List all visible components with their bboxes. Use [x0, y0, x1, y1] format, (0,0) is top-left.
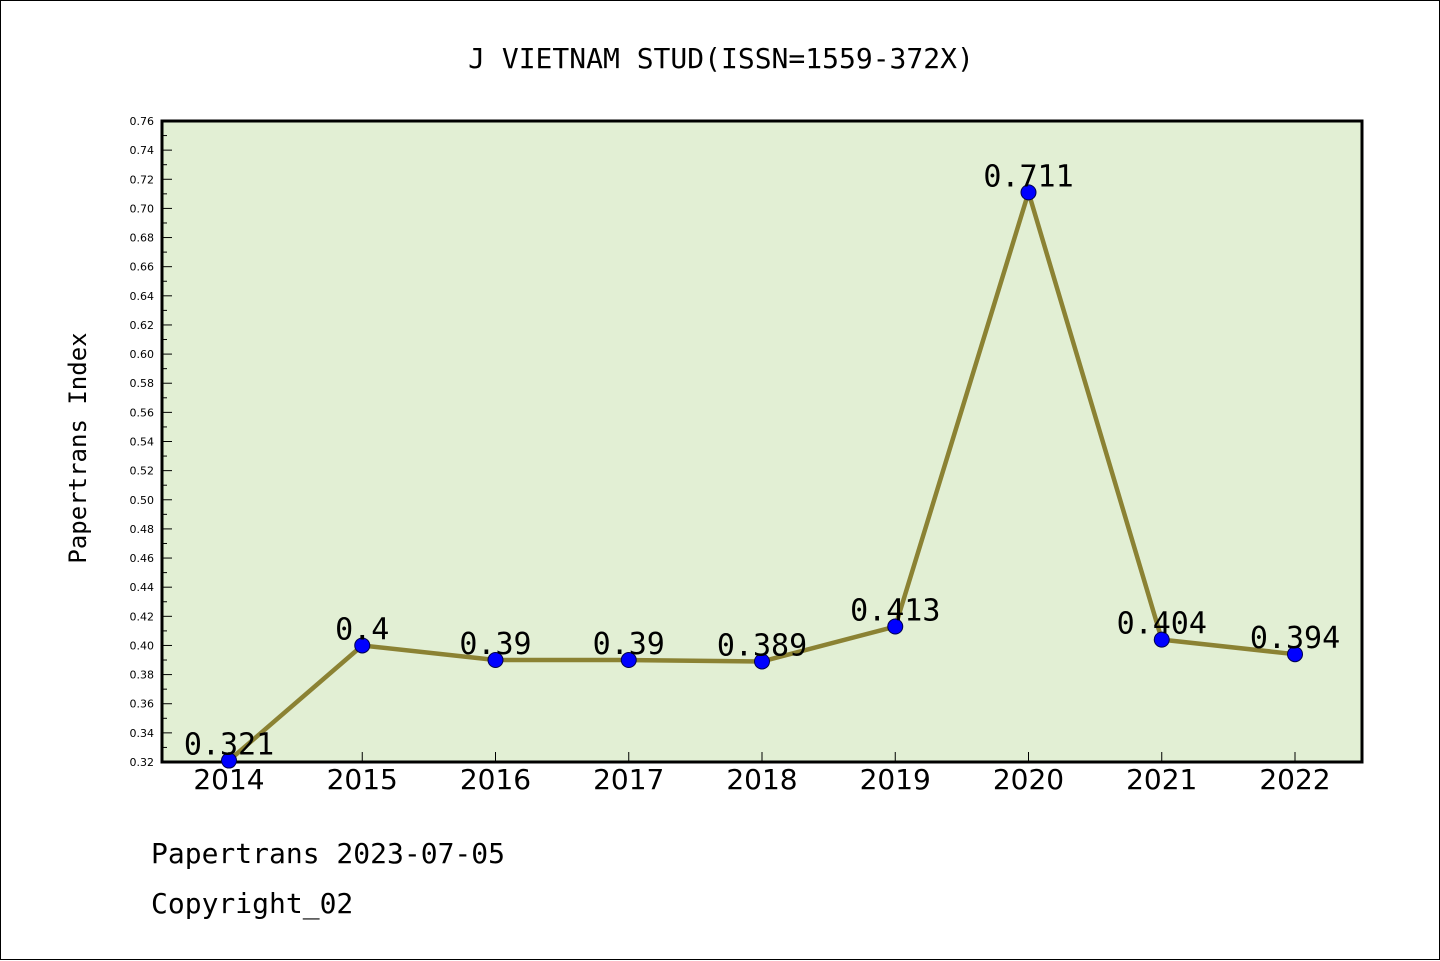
y-tick-label: 0.36: [130, 698, 155, 711]
data-label: 0.389: [717, 628, 807, 663]
data-point: [620, 652, 637, 669]
y-tick-label: 0.42: [130, 610, 155, 623]
x-tick-label: 2020: [993, 763, 1064, 796]
data-point: [887, 618, 904, 635]
x-tick-label: 2015: [327, 763, 398, 796]
y-tick-label: 0.56: [130, 406, 155, 419]
data-label: 0.4: [335, 612, 389, 647]
chart-title: J VIETNAM STUD(ISSN=1559-372X): [468, 42, 974, 75]
data-label: 0.711: [983, 159, 1073, 194]
data-point: [1153, 631, 1170, 648]
y-tick-label: 0.50: [130, 494, 155, 507]
data-markers: [221, 184, 1303, 769]
data-labels: 0.321 0.4 0.39 0.39 0.389 0.413 0.711 0.404 0.39…: [184, 159, 1340, 762]
data-label: 0.404: [1117, 607, 1207, 642]
y-tick-label: 0.60: [130, 348, 155, 361]
y-tick-label: 0.74: [130, 144, 155, 157]
data-point: [221, 752, 237, 769]
x-axis: 2014 2015 2016 2017 2018 2019 2020 2021 2022: [193, 752, 1331, 796]
data-label: 0.39: [459, 627, 531, 662]
x-tick-label: 2016: [460, 763, 531, 796]
data-label: 0.413: [850, 594, 940, 629]
y-tick-label: 0.38: [130, 669, 155, 682]
x-tick-label: 2018: [726, 763, 797, 796]
y-axis: 0.32 0.34 0.36 0.38 0.40 0.42 0.44 0.46 0.48 0.50…: [130, 115, 172, 769]
footer-date-line: Papertrans 2023-07-05: [151, 837, 506, 870]
y-tick-label: 0.44: [130, 581, 155, 594]
data-point: [1287, 646, 1303, 663]
y-tick-label: 0.64: [130, 290, 155, 303]
data-label: 0.321: [184, 728, 274, 763]
data-label: 0.394: [1250, 621, 1340, 656]
x-tick-label: 2017: [593, 763, 664, 796]
y-tick-label: 0.32: [130, 756, 155, 769]
data-point: [1020, 184, 1037, 201]
y-tick-label: 0.40: [130, 639, 155, 652]
y-tick-label: 0.72: [130, 173, 155, 186]
data-point: [487, 652, 504, 669]
y-tick-label: 0.62: [130, 319, 155, 332]
data-point: [354, 637, 371, 654]
y-tick-label: 0.34: [130, 727, 155, 740]
y-tick-label: 0.58: [130, 377, 155, 390]
y-tick-label: 0.48: [130, 523, 155, 536]
y-tick-label: 0.52: [130, 465, 155, 478]
y-tick-label: 0.54: [130, 436, 155, 449]
data-label: 0.39: [593, 627, 665, 662]
y-tick-label: 0.70: [130, 202, 155, 215]
x-tick-label: 2019: [860, 763, 931, 796]
y-tick-label: 0.46: [130, 552, 155, 565]
y-tick-label: 0.76: [130, 115, 155, 128]
y-axis-label: Papertrans Index: [64, 332, 92, 563]
y-tick-label: 0.66: [130, 261, 155, 274]
data-point: [754, 653, 770, 670]
x-tick-label: 2022: [1259, 763, 1330, 796]
x-tick-label: 2021: [1126, 763, 1197, 796]
y-tick-label: 0.68: [130, 232, 155, 245]
footer-copyright: Copyright_02: [151, 887, 354, 920]
